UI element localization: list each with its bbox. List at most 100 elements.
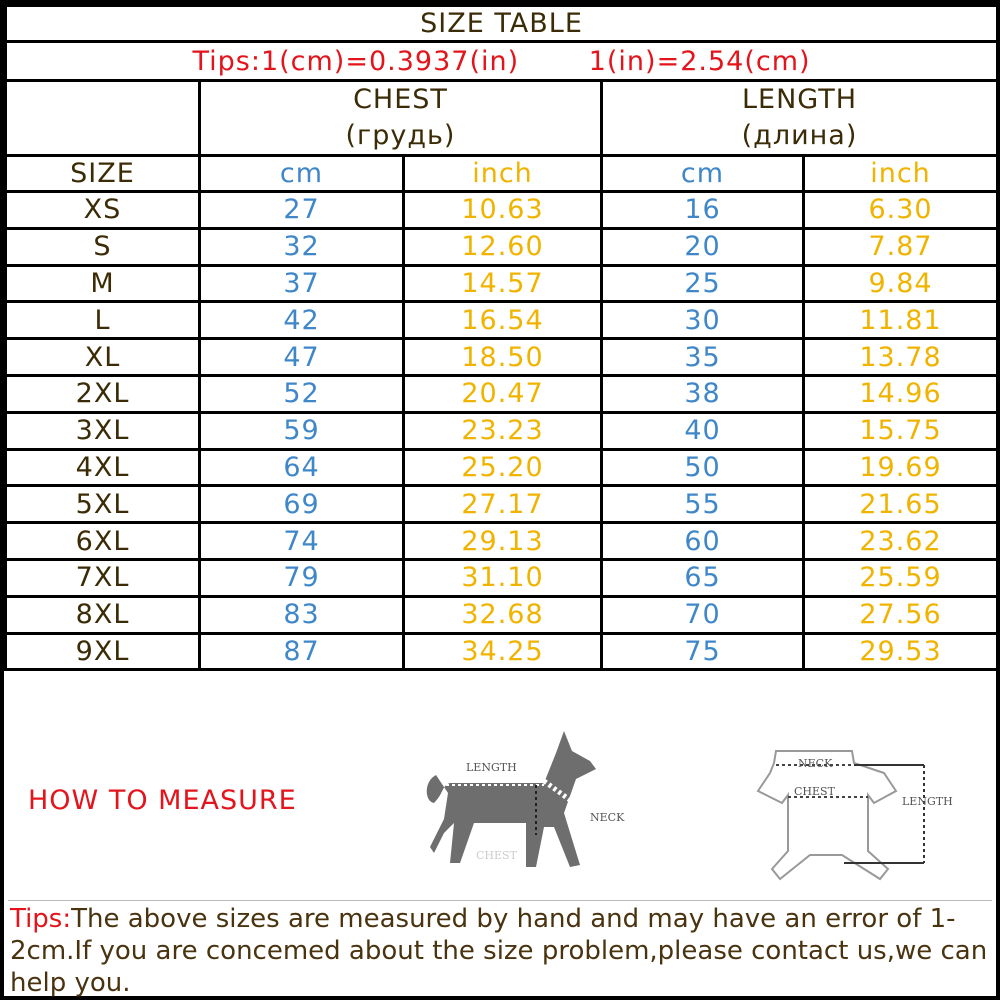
length-header: LENGTH (длина) bbox=[599, 79, 1000, 157]
length-cm-cell: 65 bbox=[600, 557, 805, 598]
size-cell: L bbox=[4, 300, 201, 341]
length-cm-cell: 50 bbox=[600, 447, 805, 488]
length-inch-cell: 13.78 bbox=[801, 337, 1000, 377]
chest-cm-cell: 69 bbox=[198, 484, 405, 525]
size-cell: S bbox=[4, 226, 201, 267]
size-cell: 3XL bbox=[4, 410, 201, 451]
length-cm-cell: 40 bbox=[600, 410, 805, 451]
table-row: 7XL 79 31.10 65 25.59 bbox=[4, 557, 1000, 598]
chest-cm-cell: 37 bbox=[198, 263, 405, 304]
length-inch-cell: 27.56 bbox=[801, 594, 1000, 635]
note-text: The above sizes are measured by hand and… bbox=[10, 904, 988, 998]
divider bbox=[8, 900, 992, 901]
length-inch-cell: 29.53 bbox=[801, 631, 1000, 672]
chest-cm-cell: 27 bbox=[198, 190, 405, 230]
table-row: S 32 12.60 20 7.87 bbox=[4, 226, 1000, 267]
chest-header: CHEST (грудь) bbox=[198, 79, 603, 157]
chest-inch-cell: 23.23 bbox=[402, 410, 603, 451]
size-table: SIZE TABLE Tips:1(cm)=0.3937(in) 1(in)=2… bbox=[3, 4, 1000, 672]
how-to-measure-label: HOW TO MEASURE bbox=[28, 785, 297, 816]
size-cell: 7XL bbox=[4, 557, 201, 598]
size-cell: 6XL bbox=[4, 521, 201, 561]
size-cell: 9XL bbox=[4, 631, 201, 672]
dog-chest-label: CHEST bbox=[476, 849, 518, 862]
length-cm-cell: 20 bbox=[600, 226, 805, 267]
note-label: Tips: bbox=[10, 904, 72, 934]
chest-sub-label: (грудь) bbox=[345, 120, 456, 151]
length-cm-cell: 16 bbox=[600, 190, 805, 230]
length-cm-cell: 35 bbox=[600, 337, 805, 377]
length-cm-header: cm bbox=[600, 154, 805, 193]
chest-inch-cell: 16.54 bbox=[402, 300, 603, 341]
chest-inch-cell: 18.50 bbox=[402, 337, 603, 377]
unit-header-row: SIZE cm inch cm inch bbox=[4, 154, 1000, 193]
table-row: 9XL 87 34.25 75 29.53 bbox=[4, 631, 1000, 672]
conversion-tips: Tips:1(cm)=0.3937(in) 1(in)=2.54(cm) bbox=[3, 40, 1000, 82]
length-cm-cell: 75 bbox=[600, 631, 805, 672]
size-cell: 5XL bbox=[4, 484, 201, 525]
length-inch-cell: 15.75 bbox=[801, 410, 1000, 451]
chest-cm-cell: 52 bbox=[198, 373, 405, 414]
chest-cm-cell: 47 bbox=[198, 337, 405, 377]
chest-label: CHEST bbox=[353, 84, 448, 115]
length-cm-cell: 30 bbox=[600, 300, 805, 341]
table-row: 2XL 52 20.47 38 14.96 bbox=[4, 373, 1000, 414]
table-row: 4XL 64 25.20 50 19.69 bbox=[4, 447, 1000, 488]
length-inch-cell: 19.69 bbox=[801, 447, 1000, 488]
length-inch-cell: 6.30 bbox=[801, 190, 1000, 230]
dog-suit-outline-icon bbox=[756, 750, 898, 881]
table-row: 5XL 69 27.17 55 21.65 bbox=[4, 484, 1000, 525]
chest-cm-cell: 79 bbox=[198, 557, 405, 598]
chest-inch-cell: 31.10 bbox=[402, 557, 603, 598]
chest-cm-cell: 42 bbox=[198, 300, 405, 341]
in-to-cm: 1(in)=2.54(cm) bbox=[588, 45, 811, 77]
length-inch-header: inch bbox=[801, 154, 1000, 193]
size-cell: 2XL bbox=[4, 373, 201, 414]
chest-inch-cell: 14.57 bbox=[402, 263, 603, 304]
table-row: 8XL 83 32.68 70 27.56 bbox=[4, 594, 1000, 635]
chest-cm-header: cm bbox=[198, 154, 405, 193]
dog-measurement-illustration: LENGTH NECK CHEST bbox=[426, 731, 625, 867]
suit-neck-label: NECK bbox=[798, 757, 833, 770]
table-row: XL 47 18.50 35 13.78 bbox=[4, 337, 1000, 377]
table-title: SIZE TABLE bbox=[3, 4, 1000, 43]
suit-length-label: LENGTH bbox=[902, 795, 953, 808]
chest-cm-cell: 32 bbox=[198, 226, 405, 267]
size-cell: XL bbox=[4, 337, 201, 377]
how-to-measure-section: HOW TO MEASURE LENGTH NECK CHEST NECK CH… bbox=[4, 703, 996, 898]
length-inch-cell: 11.81 bbox=[801, 300, 1000, 341]
chest-inch-header: inch bbox=[402, 154, 603, 193]
chest-inch-cell: 20.47 bbox=[402, 373, 603, 414]
suit-chest-label: CHEST bbox=[794, 785, 836, 798]
chest-inch-cell: 10.63 bbox=[402, 190, 603, 230]
length-cm-cell: 55 bbox=[600, 484, 805, 525]
length-cm-cell: 60 bbox=[600, 521, 805, 561]
length-cm-cell: 38 bbox=[600, 373, 805, 414]
size-cell: XS bbox=[4, 190, 201, 230]
length-inch-cell: 14.96 bbox=[801, 373, 1000, 414]
table-row: M 37 14.57 25 9.84 bbox=[4, 263, 1000, 304]
chest-cm-cell: 83 bbox=[198, 594, 405, 635]
length-inch-cell: 7.87 bbox=[801, 226, 1000, 267]
length-inch-cell: 9.84 bbox=[801, 263, 1000, 304]
chest-inch-cell: 32.68 bbox=[402, 594, 603, 635]
size-cell: 8XL bbox=[4, 594, 201, 635]
chest-inch-cell: 34.25 bbox=[402, 631, 603, 672]
chest-inch-cell: 29.13 bbox=[402, 521, 603, 561]
blank-header bbox=[4, 79, 201, 157]
length-sub-label: (длина) bbox=[741, 120, 858, 151]
length-inch-cell: 25.59 bbox=[801, 557, 1000, 598]
dog-length-label: LENGTH bbox=[466, 761, 517, 774]
length-cm-cell: 25 bbox=[600, 263, 805, 304]
chest-cm-cell: 59 bbox=[198, 410, 405, 451]
table-row: L 42 16.54 30 11.81 bbox=[4, 300, 1000, 341]
table-row: XS 27 10.63 16 6.30 bbox=[4, 190, 1000, 230]
length-cm-cell: 70 bbox=[600, 594, 805, 635]
size-column-header: SIZE bbox=[4, 154, 201, 193]
dog-neck-label: NECK bbox=[590, 811, 625, 824]
length-label: LENGTH bbox=[741, 84, 858, 115]
chest-cm-cell: 87 bbox=[198, 631, 405, 672]
cm-to-in: Tips:1(cm)=0.3937(in) bbox=[192, 45, 520, 77]
chest-cm-cell: 74 bbox=[198, 521, 405, 561]
